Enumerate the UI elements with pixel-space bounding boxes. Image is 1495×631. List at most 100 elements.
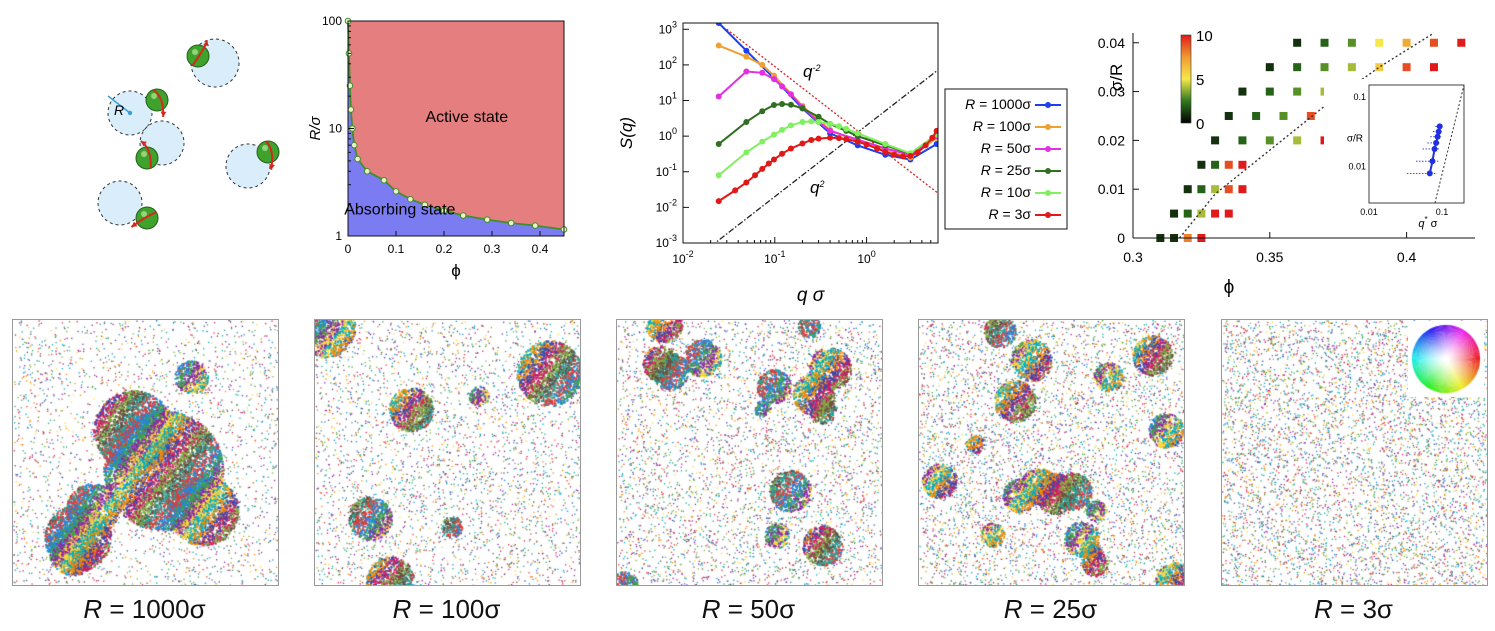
- series-point: [854, 130, 861, 137]
- series-point: [863, 141, 870, 148]
- series-point: [743, 47, 750, 54]
- inset-y-axis-label: σ/R: [1347, 134, 1363, 145]
- particle-highlight: [141, 151, 147, 157]
- series-point: [787, 145, 794, 152]
- x-tick-label: 0.1: [388, 242, 405, 256]
- legend-swatch-marker: [1045, 124, 1051, 130]
- scatter-square: [1320, 38, 1329, 47]
- series-point: [759, 138, 766, 145]
- particle-snapshot-canvas: [13, 320, 278, 585]
- disk-center: [127, 110, 133, 116]
- inset-point: [1426, 170, 1433, 177]
- scatter-square: [1224, 160, 1233, 169]
- scatter-square: [1375, 63, 1384, 72]
- scatter-square: [1293, 87, 1302, 96]
- boundary-marker: [459, 212, 467, 219]
- y-tick-label: 10-3: [656, 233, 677, 250]
- caption-variable: R: [392, 594, 412, 624]
- series-line: [718, 120, 938, 176]
- inset-y-tick-label: 0.01: [1348, 162, 1366, 172]
- series-point: [854, 138, 861, 145]
- y-tick-label: 103: [659, 19, 677, 36]
- scatter-square: [1347, 38, 1356, 47]
- legend: R = 1000σ R = 100σ R = 50σ R = 25σ R = 10σ R …: [944, 88, 1068, 230]
- phase-diagram-chart: 0 0.1 0.2 0.3 0.4 1 10 100 ϕ R/σ Active state Absor…: [307, 14, 568, 280]
- legend-label: R = 50σ: [981, 140, 1032, 156]
- inset-frame: [1368, 84, 1465, 204]
- snapshot-panel: [918, 319, 1185, 586]
- colorbar: [1180, 34, 1192, 124]
- boundary-marker: [483, 216, 491, 223]
- arrow-head: [160, 111, 167, 117]
- scatter-square: [1238, 160, 1247, 169]
- boundary-marker: [363, 167, 371, 175]
- series-point: [787, 122, 794, 129]
- inset-point: [1429, 158, 1436, 165]
- interaction-disk: [97, 180, 143, 226]
- inset-y-tick-label: 0.1: [1353, 92, 1366, 102]
- scatter-square: [1279, 111, 1288, 120]
- y-tick-label: 0.01: [1098, 181, 1125, 197]
- series-point: [799, 140, 806, 147]
- x-axis-label: q σ: [797, 285, 826, 306]
- legend-box: [944, 88, 1068, 230]
- particle-highlight: [151, 93, 157, 99]
- series-point: [743, 149, 750, 156]
- colorbar-tick-label: 10: [1196, 28, 1213, 45]
- snapshot-panel: [12, 319, 279, 586]
- series-point: [815, 118, 822, 125]
- scatter-square: [1265, 63, 1274, 72]
- particle-highlight: [262, 145, 268, 151]
- arrow-head: [203, 40, 209, 47]
- scatter-square: [1183, 185, 1192, 194]
- series-point: [743, 68, 750, 75]
- x-tick-label: 0.4: [1397, 249, 1417, 265]
- inset-point: [1431, 145, 1438, 152]
- inset-x-axis-label: q* σ: [1418, 215, 1437, 230]
- particle: [135, 206, 159, 230]
- boundary-marker: [350, 141, 358, 149]
- series-point: [732, 187, 739, 194]
- series-point: [715, 172, 722, 179]
- caption-value: = 50σ: [720, 594, 796, 624]
- scatter-square: [1320, 63, 1329, 72]
- legend-label: R = 100σ: [973, 118, 1031, 134]
- series-point: [882, 141, 889, 148]
- scatter-square: [1402, 38, 1411, 47]
- scatter-square: [1238, 87, 1247, 96]
- series-point: [815, 113, 822, 120]
- series-point: [929, 134, 936, 141]
- scatter-square: [1457, 38, 1466, 47]
- boundary-marker: [346, 82, 354, 90]
- series-point: [779, 150, 786, 157]
- scatter-square: [1429, 63, 1438, 72]
- series-point: [799, 118, 806, 125]
- series-point: [933, 141, 938, 148]
- sigma-over-r-chart: 0.3 0.35 0.4 0 0.01 0.02 0.03 0.04 ϕ σ/R 0 5 10 0.01 0…: [1098, 28, 1475, 298]
- boundary-marker: [407, 195, 414, 203]
- series-point: [743, 53, 750, 60]
- series-point: [827, 134, 834, 141]
- snapshot-caption: R = 50σ: [614, 594, 884, 625]
- arrow-head: [269, 164, 275, 170]
- schematic-diagram: R: [97, 38, 280, 230]
- inset-point: [1433, 139, 1440, 146]
- legend-swatch-marker: [1045, 146, 1051, 152]
- arrow-head: [140, 141, 147, 147]
- scatter-square: [1347, 63, 1356, 72]
- boundary-marker: [392, 188, 400, 195]
- series-point: [759, 69, 766, 76]
- y-axis-label: S(q): [617, 117, 636, 149]
- plot-frame: [682, 22, 939, 244]
- inset-dotted-line: [1434, 85, 1464, 203]
- q-minus-2-annotation: q-2: [803, 62, 820, 81]
- x-tick-label: 10-2: [672, 249, 693, 266]
- series-point: [914, 149, 921, 156]
- series-point: [770, 156, 777, 163]
- x-tick-label: 100: [857, 249, 875, 266]
- series-point: [882, 148, 889, 155]
- scatter-square: [1293, 136, 1302, 145]
- scatter-square: [1429, 38, 1438, 47]
- series-point: [770, 76, 777, 83]
- boundary-marker: [507, 219, 515, 227]
